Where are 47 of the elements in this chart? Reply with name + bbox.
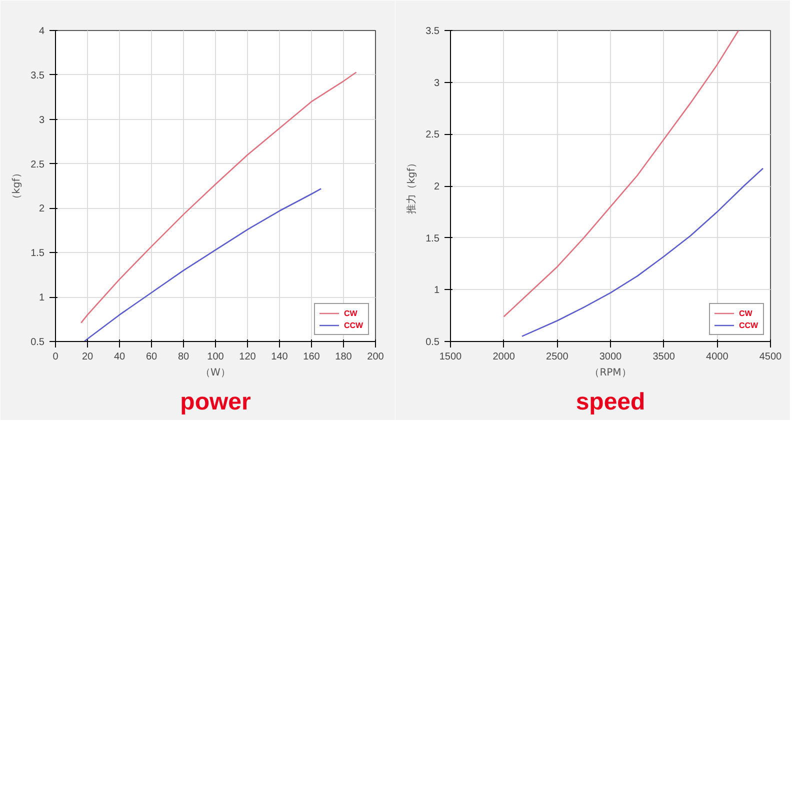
x-tick-label: 3500 <box>652 352 676 362</box>
y-tick-label: 2.5 <box>426 130 440 141</box>
y-tick-label: 0.5 <box>30 337 45 348</box>
x-tick-label: 1500 <box>439 352 462 362</box>
legend-label: CCW <box>344 320 364 330</box>
y-tick-label: 4 <box>38 26 45 37</box>
x-tick-label: 20 <box>82 352 94 362</box>
y-tick-label: 1.5 <box>30 248 45 260</box>
y-tick-label: 0.5 <box>426 337 440 348</box>
x-axis-title: （RPM） <box>590 368 632 378</box>
y-tick-label: 3.5 <box>426 26 440 37</box>
y-tick-label: 1.5 <box>426 233 440 244</box>
x-tick-label: 2000 <box>492 352 516 362</box>
y-tick-label: 3 <box>434 78 440 89</box>
x-tick-label: 60 <box>146 352 158 362</box>
y-tick-label: 2 <box>434 182 440 192</box>
y-axis-title: （kgf） <box>12 168 23 204</box>
text: power <box>180 388 251 416</box>
y-tick-label: 3.5 <box>30 70 45 82</box>
line-series <box>521 168 764 337</box>
y-tick-label: 3 <box>38 114 45 126</box>
x-tick-label: 4000 <box>706 352 729 362</box>
x-tick-label: 200 <box>367 352 384 362</box>
y-axis-title: 推力（kgf） <box>406 158 418 214</box>
line-series <box>84 188 322 342</box>
x-axis-title: （W） <box>200 368 230 378</box>
line-series <box>80 72 357 324</box>
x-tick-label: 2500 <box>546 352 569 362</box>
x-tick-label: 3000 <box>599 352 622 362</box>
x-tick-label: 180 <box>335 352 352 362</box>
x-tick-label: 40 <box>114 352 126 362</box>
x-tick-label: 80 <box>178 352 190 362</box>
x-tick-label: 100 <box>207 352 224 362</box>
x-tick-label: 120 <box>239 352 256 362</box>
x-tick-label: 140 <box>271 352 288 362</box>
y-tick-label: 1 <box>434 285 440 296</box>
y-tick-label: 2.5 <box>30 159 45 170</box>
legend-label: CW <box>344 308 358 318</box>
text: speed <box>576 388 646 416</box>
x-tick-label: 160 <box>303 352 320 362</box>
y-tick-label: 1 <box>38 292 45 304</box>
legend-label: CCW <box>739 320 759 330</box>
line-series <box>503 30 740 318</box>
y-tick-label: 2 <box>38 204 45 215</box>
x-tick-label: 0 <box>52 352 59 362</box>
legend-label: CW <box>739 308 754 318</box>
x-tick-label: 4500 <box>759 352 782 362</box>
